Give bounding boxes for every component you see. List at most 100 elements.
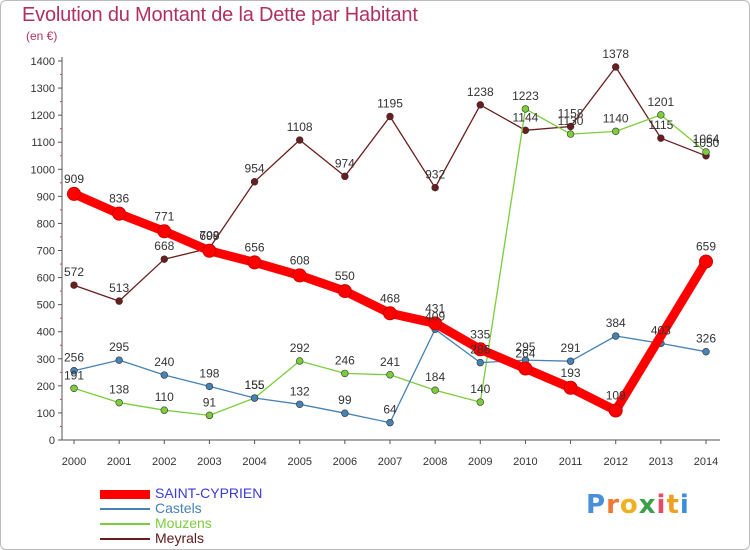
data-label: 608: [290, 253, 310, 267]
y-tick-label: 1100: [31, 137, 55, 149]
data-label: 1195: [377, 96, 403, 110]
data-point: [428, 316, 443, 331]
data-point: [70, 384, 78, 392]
data-label: 468: [380, 291, 400, 305]
data-label: 193: [561, 366, 581, 380]
data-label: 954: [245, 162, 265, 176]
data-point: [612, 127, 620, 136]
data-label: 295: [515, 340, 535, 354]
data-point: [657, 134, 665, 142]
data-point: [431, 386, 439, 394]
data-label: 184: [425, 370, 445, 384]
data-point: [67, 186, 81, 201]
data-label: 1144: [513, 110, 539, 124]
data-point: [563, 380, 578, 395]
data-label: 771: [154, 209, 174, 223]
data-label: 91: [203, 395, 217, 409]
data-point: [160, 371, 168, 379]
data-label: 286: [470, 343, 490, 357]
y-tick-label: 1200: [31, 110, 55, 122]
y-tick-label: 1000: [31, 164, 55, 176]
data-point: [386, 418, 394, 427]
data-point: [386, 371, 394, 379]
data-point: [115, 398, 123, 407]
y-tick-label: 1300: [31, 83, 55, 95]
logo-letter: P: [586, 490, 607, 520]
data-point: [157, 224, 172, 239]
x-tick-label: 2010: [513, 456, 537, 468]
data-label: 431: [425, 301, 445, 315]
data-label: 1064: [693, 132, 720, 146]
data-label: 384: [606, 316, 626, 330]
data-label: 572: [64, 265, 84, 279]
data-point: [521, 105, 530, 113]
data-label: 246: [335, 353, 355, 367]
data-label: 155: [245, 378, 265, 392]
data-label: 668: [154, 239, 174, 253]
data-point: [70, 281, 78, 289]
data-label: 110: [155, 390, 174, 404]
data-point: [115, 297, 123, 305]
data-label: 132: [290, 384, 310, 398]
data-point: [612, 332, 620, 340]
data-label: 974: [335, 156, 355, 170]
data-label: 403: [651, 323, 671, 337]
data-label: 198: [199, 366, 219, 380]
data-point: [205, 382, 214, 391]
x-tick-label: 2012: [603, 456, 627, 468]
data-label: 1130: [558, 114, 584, 128]
data-label: 264: [515, 347, 535, 361]
data-point: [566, 122, 575, 131]
x-tick-label: 2006: [333, 456, 357, 468]
legend-swatch: [100, 523, 150, 525]
logo-letter: x: [638, 490, 657, 520]
data-label: 656: [245, 240, 265, 254]
data-point: [608, 403, 623, 418]
x-tick-label: 2007: [378, 456, 402, 468]
data-label: 1223: [512, 89, 539, 103]
data-label: 409: [425, 309, 445, 323]
data-label: 155: [245, 378, 265, 392]
data-label: 335: [470, 327, 490, 341]
logo-letter: o: [619, 490, 639, 520]
legend-label: Castels: [155, 500, 202, 516]
data-label: 191: [64, 368, 84, 382]
data-label: 291: [561, 341, 581, 355]
y-tick-label: 500: [37, 300, 55, 312]
x-tick-label: 2002: [152, 456, 176, 468]
data-point: [341, 369, 349, 378]
data-label: 909: [64, 172, 84, 186]
data-point: [386, 112, 394, 121]
data-label: 292: [290, 341, 310, 355]
data-label: 241: [380, 355, 400, 369]
data-label: 295: [109, 340, 129, 354]
data-point: [341, 409, 349, 417]
logo-letter: r: [606, 490, 620, 520]
legend-swatch: [100, 508, 150, 510]
data-point: [431, 183, 439, 192]
proxiti-logo: Proxiti: [586, 490, 690, 520]
data-point: [476, 101, 484, 109]
chart-unit: (en €): [26, 29, 58, 43]
x-tick-label: 2005: [287, 456, 311, 468]
y-tick-label: 900: [37, 191, 55, 203]
data-label: 1158: [558, 107, 584, 121]
data-point: [160, 406, 168, 414]
data-point: [247, 255, 262, 270]
data-point: [337, 284, 352, 299]
data-label: 1108: [287, 120, 313, 134]
data-label: 1238: [467, 85, 494, 99]
data-point: [296, 136, 304, 144]
data-label: 138: [109, 383, 129, 397]
data-label: 932: [425, 168, 445, 182]
data-point: [296, 357, 304, 365]
data-point: [473, 342, 488, 357]
x-tick-label: 2013: [649, 456, 673, 468]
data-point: [612, 63, 620, 71]
x-tick-label: 2000: [62, 456, 86, 468]
data-label: 1378: [602, 47, 629, 61]
data-label: 64: [383, 403, 397, 417]
data-label: 240: [154, 355, 174, 369]
data-point: [341, 172, 349, 181]
